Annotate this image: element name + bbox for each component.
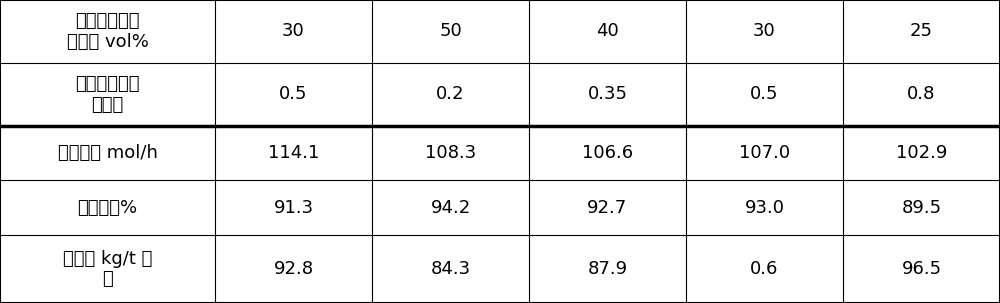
Text: 0.5: 0.5 bbox=[750, 85, 779, 104]
Text: 产品收率%: 产品收率% bbox=[77, 199, 138, 217]
Text: 94.2: 94.2 bbox=[430, 199, 471, 217]
Text: 0.35: 0.35 bbox=[588, 85, 628, 104]
Text: 84.3: 84.3 bbox=[430, 260, 471, 278]
Text: 107.0: 107.0 bbox=[739, 144, 790, 162]
Text: 0.2: 0.2 bbox=[436, 85, 465, 104]
Text: 30: 30 bbox=[753, 22, 776, 41]
Text: 反应液中叔羧
酸比例 vol%: 反应液中叔羧 酸比例 vol% bbox=[67, 12, 148, 51]
Text: 106.6: 106.6 bbox=[582, 144, 633, 162]
Text: 93.0: 93.0 bbox=[745, 199, 785, 217]
Text: 30: 30 bbox=[282, 22, 305, 41]
Text: 91.3: 91.3 bbox=[273, 199, 314, 217]
Text: 114.1: 114.1 bbox=[268, 144, 319, 162]
Text: 89.5: 89.5 bbox=[901, 199, 942, 217]
Text: 产品流量 mol/h: 产品流量 mol/h bbox=[58, 144, 157, 162]
Text: 40: 40 bbox=[596, 22, 619, 41]
Text: 25: 25 bbox=[910, 22, 933, 41]
Text: 0.6: 0.6 bbox=[750, 260, 779, 278]
Text: 102.9: 102.9 bbox=[896, 144, 947, 162]
Text: 92.8: 92.8 bbox=[273, 260, 314, 278]
Text: 0.5: 0.5 bbox=[279, 85, 308, 104]
Text: 50: 50 bbox=[439, 22, 462, 41]
Text: 92.7: 92.7 bbox=[587, 199, 628, 217]
Text: 0.8: 0.8 bbox=[907, 85, 936, 104]
Text: 108.3: 108.3 bbox=[425, 144, 476, 162]
Text: 废酸量 kg/t 产
品: 废酸量 kg/t 产 品 bbox=[63, 250, 152, 288]
Text: 87.9: 87.9 bbox=[587, 260, 628, 278]
Text: 96.5: 96.5 bbox=[901, 260, 942, 278]
Text: 萃取剂与产品
体积比: 萃取剂与产品 体积比 bbox=[75, 75, 140, 114]
